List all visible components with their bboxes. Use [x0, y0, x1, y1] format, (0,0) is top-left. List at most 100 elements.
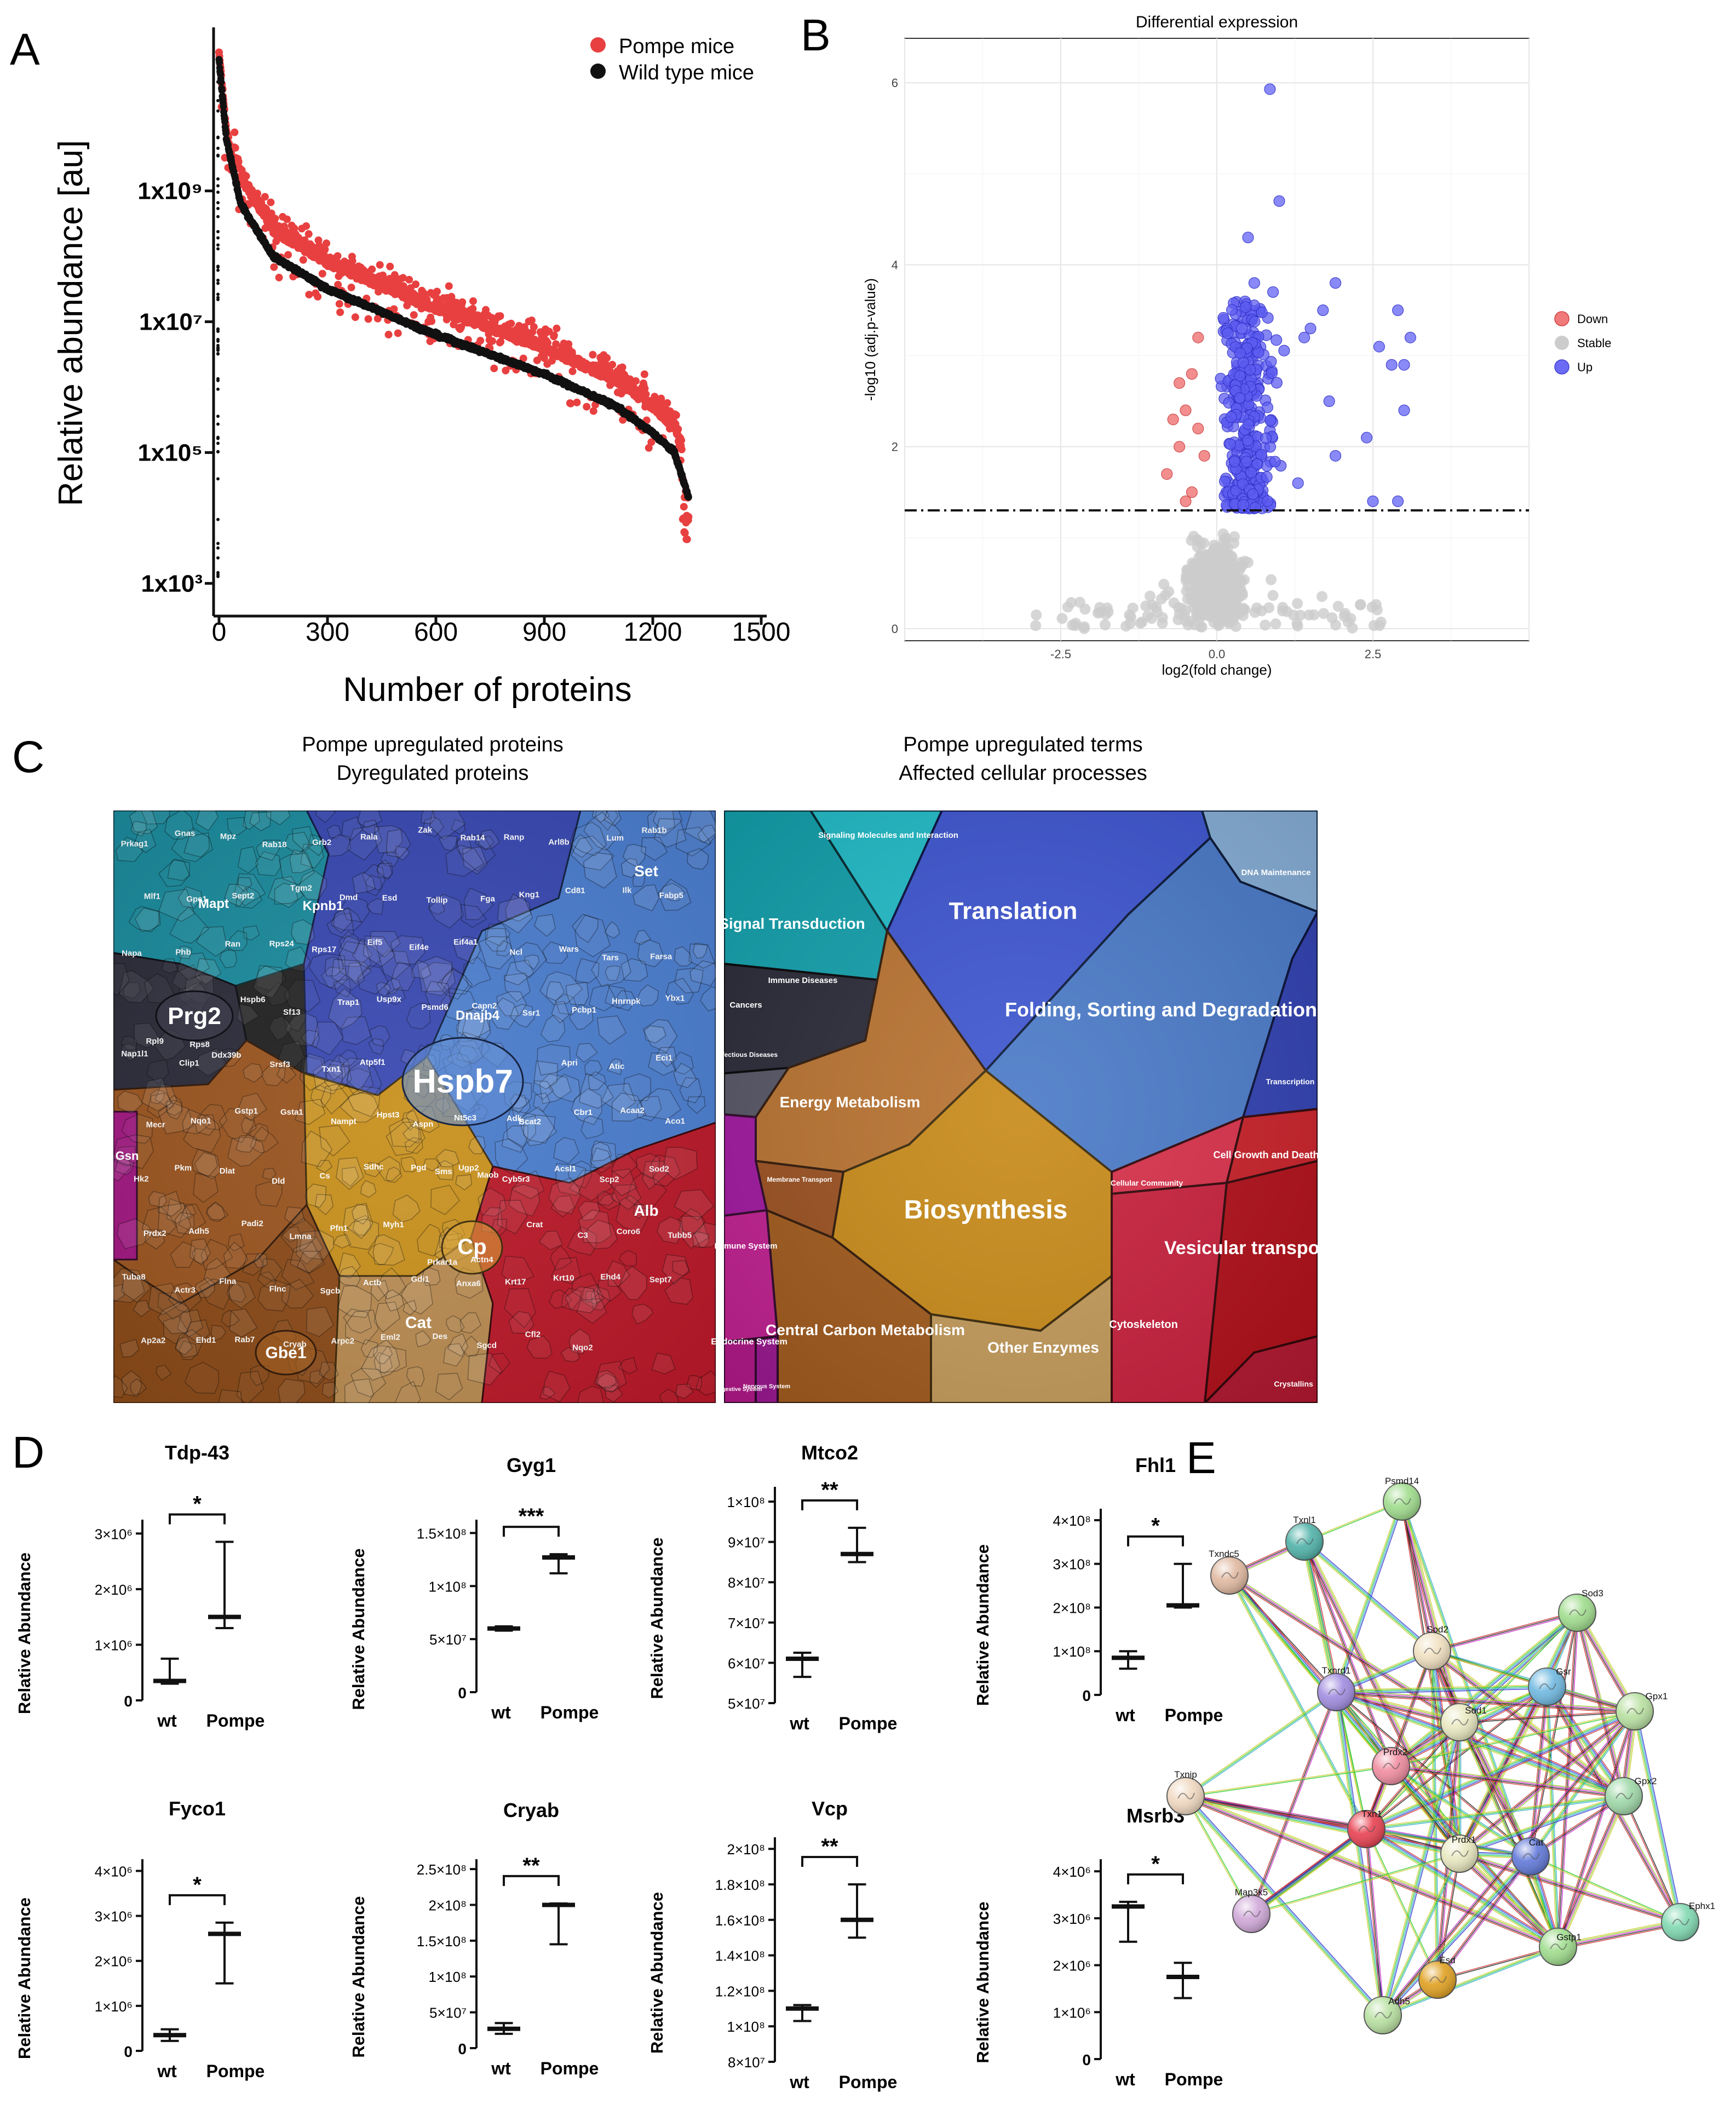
panel-b-point-stable [1233, 573, 1244, 584]
panel-a-point-wildtype [216, 352, 220, 355]
network-edge [1530, 1686, 1548, 1857]
box-plot-y-tick-label: 1.8×10⁸ [715, 1877, 765, 1893]
label-transcription: Transcription [1266, 1077, 1315, 1086]
panel-letter-e: E [1186, 1433, 1216, 1483]
box-plot-significance-stars: * [1151, 1514, 1160, 1538]
panel-a-point-pompe [267, 198, 275, 206]
network-edge [1251, 1829, 1367, 1914]
box-plot-category-label: wt [157, 2061, 177, 2081]
network-edge [1251, 1853, 1459, 1914]
network-edge [1459, 1853, 1559, 1947]
network-edge [1380, 1721, 1458, 2015]
panel-a-point-pompe [583, 403, 591, 411]
panel-a-point-pompe [589, 407, 597, 415]
panel-a-point-pompe [573, 398, 581, 406]
panel-b-point-stable [1172, 614, 1184, 625]
box-plot-significance-bracket [169, 1894, 226, 1905]
label-biosynthesis: Biosynthesis [904, 1195, 1068, 1224]
panel-b-point-stable [1102, 606, 1114, 618]
panel-b-point-stable [1168, 597, 1180, 608]
network-edge [1228, 1576, 1366, 1830]
panel-b-volcano-plot: Differential expression log2(fold change… [862, 13, 1611, 678]
network-edge [1366, 1829, 1383, 2016]
box-plot-y-tick-label: 2.5×10⁸ [417, 1861, 467, 1878]
panel-a-point-pompe [299, 256, 307, 264]
panel-a-point-wildtype [216, 327, 220, 331]
network-edge [1382, 1945, 1558, 2015]
network-edge [1556, 1795, 1623, 1947]
legend-marker-up [1554, 359, 1570, 375]
network-edge [1366, 1829, 1559, 1947]
panel-a-point-pompe [469, 297, 477, 305]
box-plot-y-tick-label: 4×10⁶ [95, 1863, 133, 1879]
panel-b-point-up [1392, 495, 1404, 507]
box-plot-significance-stars: * [193, 1873, 202, 1897]
box-plot-significance-bracket [169, 1513, 226, 1525]
box-plot-y-tick-label: 1×10⁸ [428, 1969, 467, 1985]
network-edge [1304, 1540, 1433, 1651]
label-gbe1: Gbe1 [265, 1344, 306, 1362]
panel-b-point-up [1240, 456, 1252, 468]
panel-a-point-pompe [681, 529, 689, 537]
panel-a-point-pompe [553, 324, 561, 332]
panel-b-point-up [1298, 331, 1310, 343]
panel-b-point-down [1161, 468, 1173, 480]
network-edge [1365, 1710, 1635, 1829]
network-edge [1430, 1651, 1459, 1854]
panel-b-point-down [1192, 331, 1204, 343]
label-hspb7: Hspb7 [412, 1063, 513, 1100]
panel-b-point-stable [1318, 608, 1330, 619]
box-plot-y-tick-label: 7×10⁷ [728, 1615, 765, 1631]
box-plot-y-tick-label: 1×10⁶ [95, 1637, 133, 1653]
network-edge [1367, 1829, 1385, 2015]
network-edge [1336, 1693, 1635, 1714]
label-immune-system: Immune System [714, 1241, 777, 1251]
panel-b-point-up [1261, 401, 1273, 413]
network-node-shine [1383, 1483, 1421, 1520]
label-signal-transduction: Signal Transduction [718, 915, 865, 932]
network-edge [1336, 1692, 1624, 1797]
panel-a-point-wildtype [216, 184, 220, 188]
box-plot-y-tick-label: 8×10⁷ [728, 1574, 765, 1591]
panel-letter-b: B [801, 10, 831, 60]
panel-b-point-stable [1188, 572, 1199, 583]
network-edge [1382, 1711, 1635, 2016]
panel-b-point-up [1292, 477, 1304, 489]
panel-b-point-stable [1188, 531, 1199, 542]
panel-a-y-tick-label: 1x10⁹ [137, 178, 203, 205]
panel-a-point-wildtype [216, 146, 220, 150]
network-edge [1185, 1765, 1391, 1796]
network-edge [1250, 1828, 1366, 1914]
panel-b-x-tick-label: 2.5 [1365, 647, 1382, 661]
network-edge [1529, 1710, 1634, 1856]
panel-b-points [1030, 83, 1416, 634]
network-edge [1632, 1711, 1679, 1923]
network-edge [1230, 1573, 1461, 1721]
network-edge [1390, 1766, 1624, 1797]
label-translation: Translation [949, 898, 1078, 924]
panel-b-point-up [1304, 323, 1317, 335]
network-edge [1366, 1797, 1624, 1831]
panel-b-point-up [1265, 355, 1277, 367]
panel-b-point-stable [1222, 599, 1233, 610]
panel-b-point-stable [1144, 590, 1156, 602]
box-plot-y-tick-label: 3×10⁶ [95, 1908, 133, 1925]
panel-a-point-wildtype [216, 387, 220, 391]
panel-a-point-pompe [376, 261, 384, 269]
panel-a-point-pompe [394, 329, 402, 337]
panel-b-point-stable [1277, 605, 1288, 617]
box-plot-y-tick-label: 2×10⁸ [428, 1897, 467, 1913]
box-plot-y-tick-label: 9×10⁷ [728, 1534, 765, 1551]
panel-a-point-pompe [476, 337, 485, 345]
label-endocrine-system: Endocrine System [711, 1337, 787, 1347]
panel-b-point-stable [1124, 618, 1136, 629]
panel-b-point-up [1266, 367, 1278, 379]
panel-a-point-pompe [641, 384, 649, 393]
panel-a-point-pompe [399, 274, 407, 282]
network-edge [1335, 1501, 1402, 1692]
network-edge [1556, 1711, 1634, 1947]
panel-b-point-stable [1031, 609, 1042, 620]
panel-b-point-stable [1228, 537, 1240, 549]
panel-b-point-up [1273, 195, 1285, 207]
